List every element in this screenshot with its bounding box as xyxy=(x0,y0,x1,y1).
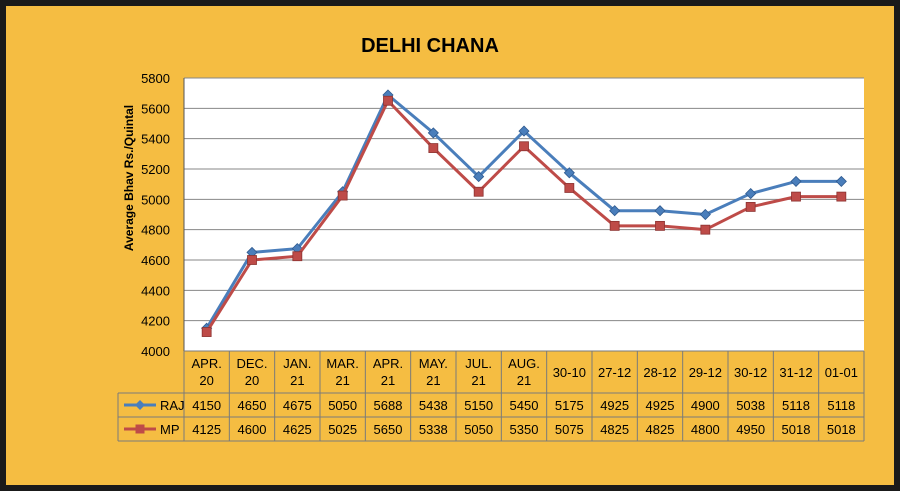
data-point-mp xyxy=(791,191,801,202)
y-tick-label: 5400 xyxy=(141,132,170,147)
x-tick-label: JAN. xyxy=(283,356,311,371)
data-point-mp xyxy=(428,143,439,153)
x-tick-label: JUL. xyxy=(465,356,492,371)
table-value-raj: 5438 xyxy=(419,398,448,413)
data-point-mp xyxy=(337,190,348,201)
table-value-mp: 5025 xyxy=(328,422,357,437)
data-point-raj xyxy=(654,205,666,217)
data-point-raj xyxy=(518,125,530,137)
table-value-raj: 4925 xyxy=(600,398,629,413)
x-tick-label: 29-12 xyxy=(689,365,722,380)
chart-title: DELHI CHANA xyxy=(361,35,499,57)
table-value-raj: 5450 xyxy=(510,398,539,413)
table-value-mp: 5075 xyxy=(555,422,584,437)
legend-label-mp: MP xyxy=(160,422,180,437)
table-value-raj: 5038 xyxy=(736,398,765,413)
legend-marker-mp xyxy=(135,424,145,434)
table-value-mp: 5338 xyxy=(419,422,448,437)
table-value-mp: 4825 xyxy=(600,422,629,437)
table-value-mp: 5050 xyxy=(464,422,493,437)
data-point-raj xyxy=(745,188,757,200)
x-tick-label: DEC. xyxy=(236,356,267,371)
x-tick-label: 21 xyxy=(517,373,531,388)
x-tick-label: 21 xyxy=(290,373,304,388)
y-tick-label: 5800 xyxy=(141,71,170,86)
table-value-raj: 4675 xyxy=(283,398,312,413)
x-tick-label: 27-12 xyxy=(598,365,631,380)
table-value-raj: 4900 xyxy=(691,398,720,413)
x-tick-label: 30-10 xyxy=(553,365,586,380)
data-point-mp xyxy=(609,220,620,231)
y-tick-label: 4000 xyxy=(141,344,170,359)
table-value-mp: 4950 xyxy=(736,422,765,437)
y-tick-label: 4800 xyxy=(141,223,170,238)
y-axis-label: Average Bhav Rs./Quintal xyxy=(122,105,136,251)
data-point-mp xyxy=(836,191,847,202)
x-tick-label: 28-12 xyxy=(643,365,676,380)
x-tick-label: 31-12 xyxy=(779,365,812,380)
data-point-raj xyxy=(563,167,575,179)
y-tick-label: 4200 xyxy=(141,314,170,329)
data-point-raj xyxy=(790,175,802,188)
x-tick-label: APR. xyxy=(191,356,221,371)
data-point-raj xyxy=(835,175,847,188)
table-value-mp: 4625 xyxy=(283,422,312,437)
x-tick-label: 21 xyxy=(426,373,440,388)
x-tick-label: 30-12 xyxy=(734,365,767,380)
x-tick-label: AUG. xyxy=(508,356,540,371)
y-tick-label: 4400 xyxy=(141,283,170,298)
y-tick-label: 5000 xyxy=(141,192,170,207)
table-value-raj: 5150 xyxy=(464,398,493,413)
table-value-raj: 4150 xyxy=(192,398,221,413)
data-point-mp xyxy=(745,202,756,212)
data-point-mp xyxy=(201,327,212,337)
table-value-raj: 4925 xyxy=(646,398,675,413)
table-value-raj: 5175 xyxy=(555,398,584,413)
x-tick-label: 21 xyxy=(381,373,395,388)
y-tick-label: 5200 xyxy=(141,162,170,177)
data-point-mp xyxy=(473,186,484,197)
x-tick-label: 21 xyxy=(335,373,349,388)
data-point-mp xyxy=(700,224,711,235)
legend-label-raj: RAJ xyxy=(160,398,185,413)
plot-area: 4000 4200 4400 4600 4800 5000 5200 5400 5600 5800 xyxy=(141,71,864,359)
plot-background xyxy=(184,78,864,351)
table-value-mp: 4125 xyxy=(192,422,221,437)
data-point-mp xyxy=(383,95,393,106)
legend-marker-raj xyxy=(135,400,145,410)
y-tick-label: 5600 xyxy=(141,101,170,116)
data-point-raj xyxy=(609,205,621,217)
data-point-raj xyxy=(473,171,485,183)
table-value-mp: 5018 xyxy=(782,422,811,437)
table-value-mp: 4825 xyxy=(646,422,675,437)
table-value-raj: 5118 xyxy=(782,398,810,413)
data-table: APR. 20 DEC. 20 JAN. 21 MAR. 21 APR. 21 MAY. 21 JUL.… xyxy=(117,350,865,442)
data-point-mp xyxy=(247,255,257,265)
table-value-mp: 5018 xyxy=(827,422,856,437)
table-value-raj: 5688 xyxy=(374,398,403,413)
data-point-mp xyxy=(655,220,665,231)
table-value-raj: 4650 xyxy=(238,398,267,413)
data-point-raj xyxy=(699,208,711,221)
x-tick-label: 21 xyxy=(471,373,485,388)
data-point-raj xyxy=(427,127,439,139)
x-tick-label: APR. xyxy=(373,356,403,371)
data-point-mp xyxy=(292,251,303,262)
table-value-mp: 4800 xyxy=(691,422,720,437)
x-tick-label: 20 xyxy=(199,373,213,388)
x-tick-label: 01-01 xyxy=(825,365,858,380)
x-tick-label: MAR. xyxy=(326,356,359,371)
table-value-mp: 5650 xyxy=(374,422,403,437)
y-tick-label: 4600 xyxy=(141,253,170,268)
table-value-mp: 5350 xyxy=(510,422,539,437)
data-point-mp xyxy=(564,183,575,193)
table-value-raj: 5050 xyxy=(328,398,357,413)
data-point-mp xyxy=(519,141,529,152)
table-value-mp: 4600 xyxy=(238,422,267,437)
table-value-raj: 5118 xyxy=(827,398,855,413)
x-tick-label: MAY. xyxy=(419,356,448,371)
x-tick-label: 20 xyxy=(245,373,259,388)
